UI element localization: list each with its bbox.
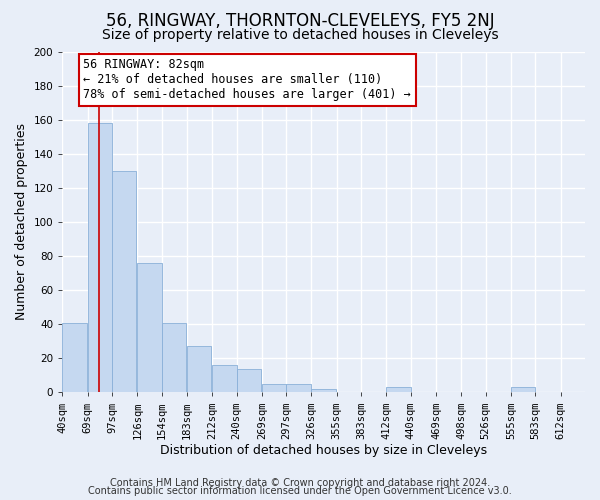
Bar (161, 322, 186, 392)
Bar (137, 263, 161, 392)
Text: Contains public sector information licensed under the Open Government Licence v3: Contains public sector information licen… (88, 486, 512, 496)
Y-axis label: Number of detached properties: Number of detached properties (15, 124, 28, 320)
Text: 56, RINGWAY, THORNTON-CLEVELEYS, FY5 2NJ: 56, RINGWAY, THORNTON-CLEVELEYS, FY5 2NJ (106, 12, 494, 30)
Bar (386, 388, 411, 392)
Bar (311, 389, 336, 392)
Bar (62, 322, 87, 392)
X-axis label: Distribution of detached houses by size in Cleveleys: Distribution of detached houses by size … (160, 444, 487, 458)
Bar (236, 368, 261, 392)
Bar (88, 123, 112, 392)
Bar (511, 388, 535, 392)
Bar (187, 346, 211, 393)
Text: 56 RINGWAY: 82sqm
← 21% of detached houses are smaller (110)
78% of semi-detache: 56 RINGWAY: 82sqm ← 21% of detached hous… (83, 58, 411, 102)
Bar (262, 384, 286, 392)
Bar (286, 384, 311, 392)
Text: Size of property relative to detached houses in Cleveleys: Size of property relative to detached ho… (101, 28, 499, 42)
Bar (112, 171, 136, 392)
Text: Contains HM Land Registry data © Crown copyright and database right 2024.: Contains HM Land Registry data © Crown c… (110, 478, 490, 488)
Bar (212, 365, 236, 392)
